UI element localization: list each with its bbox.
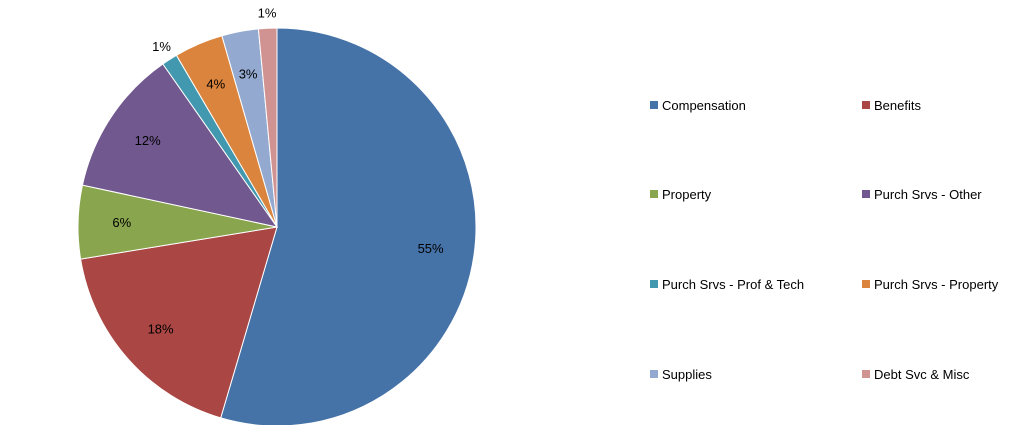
- legend-swatch-purch-srvs-other: [862, 190, 870, 198]
- legend-item-purch-srvs-other: Purch Srvs - Other: [862, 187, 982, 202]
- pie-slice-compensation: [220, 27, 477, 427]
- legend-label-benefits: Benefits: [874, 98, 921, 113]
- legend-swatch-debt-svc-misc: [862, 370, 870, 378]
- legend-item-supplies: Supplies: [650, 367, 712, 382]
- legend-swatch-compensation: [650, 101, 658, 109]
- legend-label-purch-srvs-other: Purch Srvs - Other: [874, 187, 982, 202]
- legend: Compensation Benefits Property Purch Srvs -…: [650, 98, 999, 382]
- legend-swatch-property: [650, 190, 658, 198]
- pie-slice-debt-svc-misc: [257, 27, 278, 228]
- legend-label-debt-svc-misc: Debt Svc & Misc: [874, 367, 970, 382]
- legend-label-purch-srvs-property: Purch Srvs - Property: [874, 277, 999, 292]
- legend-swatch-purch-srvs-prof-tech: [650, 280, 658, 288]
- data-label-purch-srvs-other: 12%: [135, 133, 161, 148]
- legend-item-benefits: Benefits: [862, 98, 921, 113]
- legend-item-property: Property: [650, 187, 712, 202]
- legend-swatch-benefits: [862, 101, 870, 109]
- data-label-property: 6%: [112, 215, 131, 230]
- data-label-supplies: 3%: [239, 67, 258, 82]
- legend-swatch-purch-srvs-property: [862, 280, 870, 288]
- pie-data-labels: 55% 18% 6% 12% 1% 4% 3% 1%: [112, 5, 444, 336]
- data-label-purch-srvs-property: 4%: [206, 76, 225, 91]
- legend-label-purch-srvs-prof-tech: Purch Srvs - Prof & Tech: [662, 277, 804, 292]
- data-label-benefits: 18%: [148, 322, 174, 337]
- legend-item-purch-srvs-property: Purch Srvs - Property: [862, 277, 999, 292]
- pie-slices: [77, 27, 477, 427]
- legend-label-supplies: Supplies: [662, 367, 712, 382]
- legend-item-compensation: Compensation: [650, 98, 746, 113]
- data-label-debt-svc-misc: 1%: [258, 5, 277, 20]
- legend-item-purch-srvs-prof-tech: Purch Srvs - Prof & Tech: [650, 277, 804, 292]
- pie-slice-purch-srvs-other: [81, 63, 279, 228]
- legend-swatch-supplies: [650, 370, 658, 378]
- data-label-compensation: 55%: [418, 241, 444, 256]
- legend-label-property: Property: [662, 187, 712, 202]
- legend-item-debt-svc-misc: Debt Svc & Misc: [862, 367, 970, 382]
- data-label-purch-srvs-prof-tech: 1%: [152, 39, 171, 54]
- pie-slice-benefits: [80, 226, 278, 419]
- legend-label-compensation: Compensation: [662, 98, 746, 113]
